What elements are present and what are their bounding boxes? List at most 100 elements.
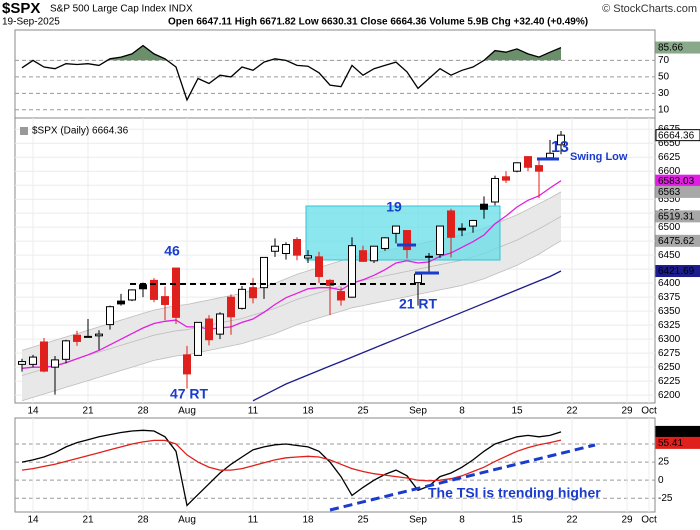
x-tick-label: Sep	[409, 515, 427, 526]
value-box	[655, 265, 700, 278]
panel-title: $SPX (Daily) 6664.36	[32, 126, 129, 137]
x-tick-label: 21	[82, 406, 94, 417]
x-tick-label: 11	[248, 406, 259, 417]
y-tick-label: 6400	[658, 278, 681, 289]
candle-body	[282, 244, 290, 255]
value-box	[655, 129, 700, 142]
candle-body	[260, 256, 268, 289]
x-tick-label: Oct	[641, 406, 657, 417]
y-tick-label: -25	[658, 493, 673, 504]
candle-body	[370, 245, 378, 262]
value-box	[655, 41, 700, 54]
candle-body	[447, 210, 455, 238]
candle-body	[139, 284, 147, 290]
candle-body	[359, 250, 367, 262]
value-box	[655, 234, 700, 247]
y-tick-label: 10	[658, 104, 670, 115]
candle-body	[535, 165, 543, 172]
y-tick-label: 6625	[658, 152, 681, 163]
candle-body	[414, 273, 422, 284]
value-box	[655, 436, 700, 449]
x-tick-label: 28	[137, 406, 149, 417]
x-tick-label: 15	[511, 515, 523, 526]
panel-frame	[14, 117, 656, 404]
candle-body	[117, 300, 125, 305]
value-box	[655, 210, 700, 223]
indicator-line	[21, 429, 562, 507]
y-tick-label: 6250	[658, 362, 681, 373]
candle-body	[293, 239, 301, 256]
candle-body	[348, 245, 356, 298]
value-label: 6583.03	[658, 176, 695, 187]
candle-layer	[18, 130, 565, 395]
y-tick-label: 6600	[658, 166, 681, 177]
x-tick-label: 14	[27, 406, 39, 417]
x-tick-label: 18	[302, 406, 314, 417]
candle-body	[128, 289, 136, 301]
candle-body	[425, 255, 433, 258]
candle-body	[95, 333, 103, 337]
candle-body	[436, 225, 444, 256]
x-tick-label: 21	[82, 515, 94, 526]
value-label: 55.41	[658, 438, 683, 449]
candle-body	[403, 230, 411, 251]
x-tick-label: 22	[566, 515, 578, 526]
candle-body	[205, 318, 213, 341]
candle-body	[304, 255, 312, 259]
value-label: 6563	[658, 187, 681, 198]
annotation: 47 RT	[170, 386, 209, 402]
candle-body	[40, 341, 48, 372]
candle-body	[337, 291, 345, 301]
candle-body	[271, 245, 279, 252]
x-tick-label: 22	[566, 406, 578, 417]
moving-average	[252, 270, 562, 402]
candle-body	[227, 296, 235, 318]
y-tick-label: 6225	[658, 376, 681, 387]
security-name: S&P 500 Large Cap Index INDX	[50, 4, 193, 15]
y-tick-label: 25	[658, 457, 670, 468]
y-tick-label: 6275	[658, 348, 681, 359]
panel-frame	[14, 417, 656, 513]
annotation-layer: 46 47 RT 19 21 RT 13 Swing Low The TSI i…	[20, 126, 628, 512]
x-tick-label: 18	[302, 515, 314, 526]
value-label: 66.78	[658, 427, 683, 438]
y-tick-label: 6500	[658, 222, 681, 233]
value-label: 6475.62	[658, 236, 695, 247]
x-tick-label: 29	[621, 406, 633, 417]
y-tick-label: 6450	[658, 250, 681, 261]
candle-body	[150, 279, 158, 300]
value-label: 85.66	[658, 43, 683, 54]
x-tick-label: 29	[621, 515, 633, 526]
x-tick-label: 28	[137, 515, 149, 526]
y-tick-label: 6350	[658, 306, 681, 317]
value-box	[655, 185, 700, 198]
candle-body	[480, 203, 488, 210]
source: © StockCharts.com	[602, 3, 697, 15]
candle-body	[326, 279, 334, 286]
x-tick-label: 25	[357, 406, 369, 417]
y-tick-label: 70	[658, 55, 670, 66]
y-tick-label: 6375	[658, 292, 681, 303]
moving-average	[21, 180, 562, 369]
candle-body	[458, 227, 466, 231]
trend-line	[329, 443, 596, 512]
candle-body	[249, 287, 257, 299]
candle-body	[557, 134, 565, 146]
candle-body	[216, 313, 224, 335]
x-tick-label: Aug	[178, 515, 196, 526]
candle-body	[194, 321, 202, 356]
candle-body	[392, 225, 400, 234]
annotation: Swing Low	[570, 151, 628, 163]
x-tick-label: 8	[459, 515, 465, 526]
candle-body	[161, 296, 169, 305]
overbought-fill	[22, 45, 561, 61]
x-tick-label: Sep	[409, 406, 427, 417]
value-label: 6519.31	[658, 212, 695, 223]
symbol: $SPX	[2, 0, 40, 17]
value-label: 6664.36	[658, 130, 695, 141]
date: 19-Sep-2025	[2, 17, 60, 28]
candle-body	[502, 176, 510, 181]
x-tick-label: Oct	[641, 515, 657, 526]
